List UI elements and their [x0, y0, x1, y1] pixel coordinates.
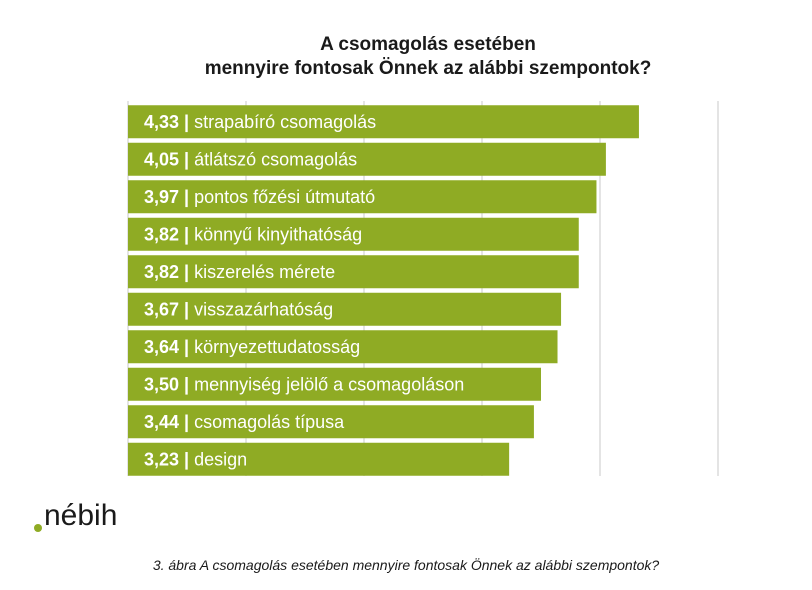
- bar: [128, 255, 579, 289]
- bar-category-label: környezettudatosság: [194, 337, 360, 357]
- logo-text: nébih: [44, 499, 117, 532]
- bar-category-label: pontos főzési útmutató: [194, 187, 375, 207]
- bar-data-label: 4,05 | átlátszó csomagolás: [144, 149, 357, 169]
- bar-value-label: 3,82 |: [144, 224, 194, 244]
- bar-category-label: strapabíró csomagolás: [194, 112, 376, 132]
- bar: [128, 367, 541, 401]
- chart-title: A csomagolás esetében mennyire fontosak …: [128, 33, 728, 81]
- bar: [128, 442, 510, 476]
- bar: [128, 405, 534, 439]
- bar-data-label: 3,23 | design: [144, 449, 247, 469]
- nebih-logo: nébih: [34, 499, 117, 532]
- bar-value-label: 3,23 |: [144, 449, 194, 469]
- bar: [128, 180, 597, 214]
- chart-title-line-1: A csomagolás esetében: [320, 34, 536, 55]
- bar-category-label: design: [194, 449, 247, 469]
- bar: [128, 105, 639, 139]
- bar-data-label: 3,50 | mennyiség jelölő a csomagoláson: [144, 374, 464, 394]
- bar: [128, 330, 558, 364]
- bar: [128, 292, 562, 326]
- bar: [128, 142, 606, 176]
- bar: [128, 217, 579, 251]
- chart-title-line-2: mennyire fontosak Önnek az alábbi szempo…: [204, 58, 652, 79]
- bar-value-label: 3,67 |: [144, 299, 194, 319]
- bar-value-label: 4,33 |: [144, 112, 194, 132]
- bar-category-label: könnyű kinyithatóság: [194, 224, 362, 244]
- bar-value-label: 3,82 |: [144, 262, 194, 282]
- bar-category-label: visszazárhatóság: [194, 299, 333, 319]
- bar-data-label: 3,67 | visszazárhatóság: [144, 299, 333, 319]
- bar-data-label: 4,33 | strapabíró csomagolás: [144, 112, 376, 132]
- bar-value-label: 3,44 |: [144, 412, 194, 432]
- bar-data-label: 3,64 | környezettudatosság: [144, 337, 360, 357]
- bar-value-label: 3,97 |: [144, 187, 194, 207]
- bar-value-label: 3,64 |: [144, 337, 194, 357]
- bar-category-label: átlátszó csomagolás: [194, 149, 357, 169]
- bar-category-label: csomagolás típusa: [194, 412, 345, 432]
- bar-data-label: 3,82 | kiszerelés mérete: [144, 262, 335, 282]
- bar-data-label: 3,82 | könnyű kinyithatóság: [144, 224, 362, 244]
- bar-value-label: 3,50 |: [144, 374, 194, 394]
- bar-value-label: 4,05 |: [144, 149, 194, 169]
- figure-caption: 3. ábra A csomagolás esetében mennyire f…: [152, 557, 660, 573]
- logo-dot-icon: [34, 524, 42, 532]
- bar-category-label: kiszerelés mérete: [194, 262, 335, 282]
- bar-data-label: 3,97 | pontos főzési útmutató: [144, 187, 375, 207]
- bar-data-label: 3,44 | csomagolás típusa: [144, 412, 345, 432]
- bar-category-label: mennyiség jelölő a csomagoláson: [194, 374, 464, 394]
